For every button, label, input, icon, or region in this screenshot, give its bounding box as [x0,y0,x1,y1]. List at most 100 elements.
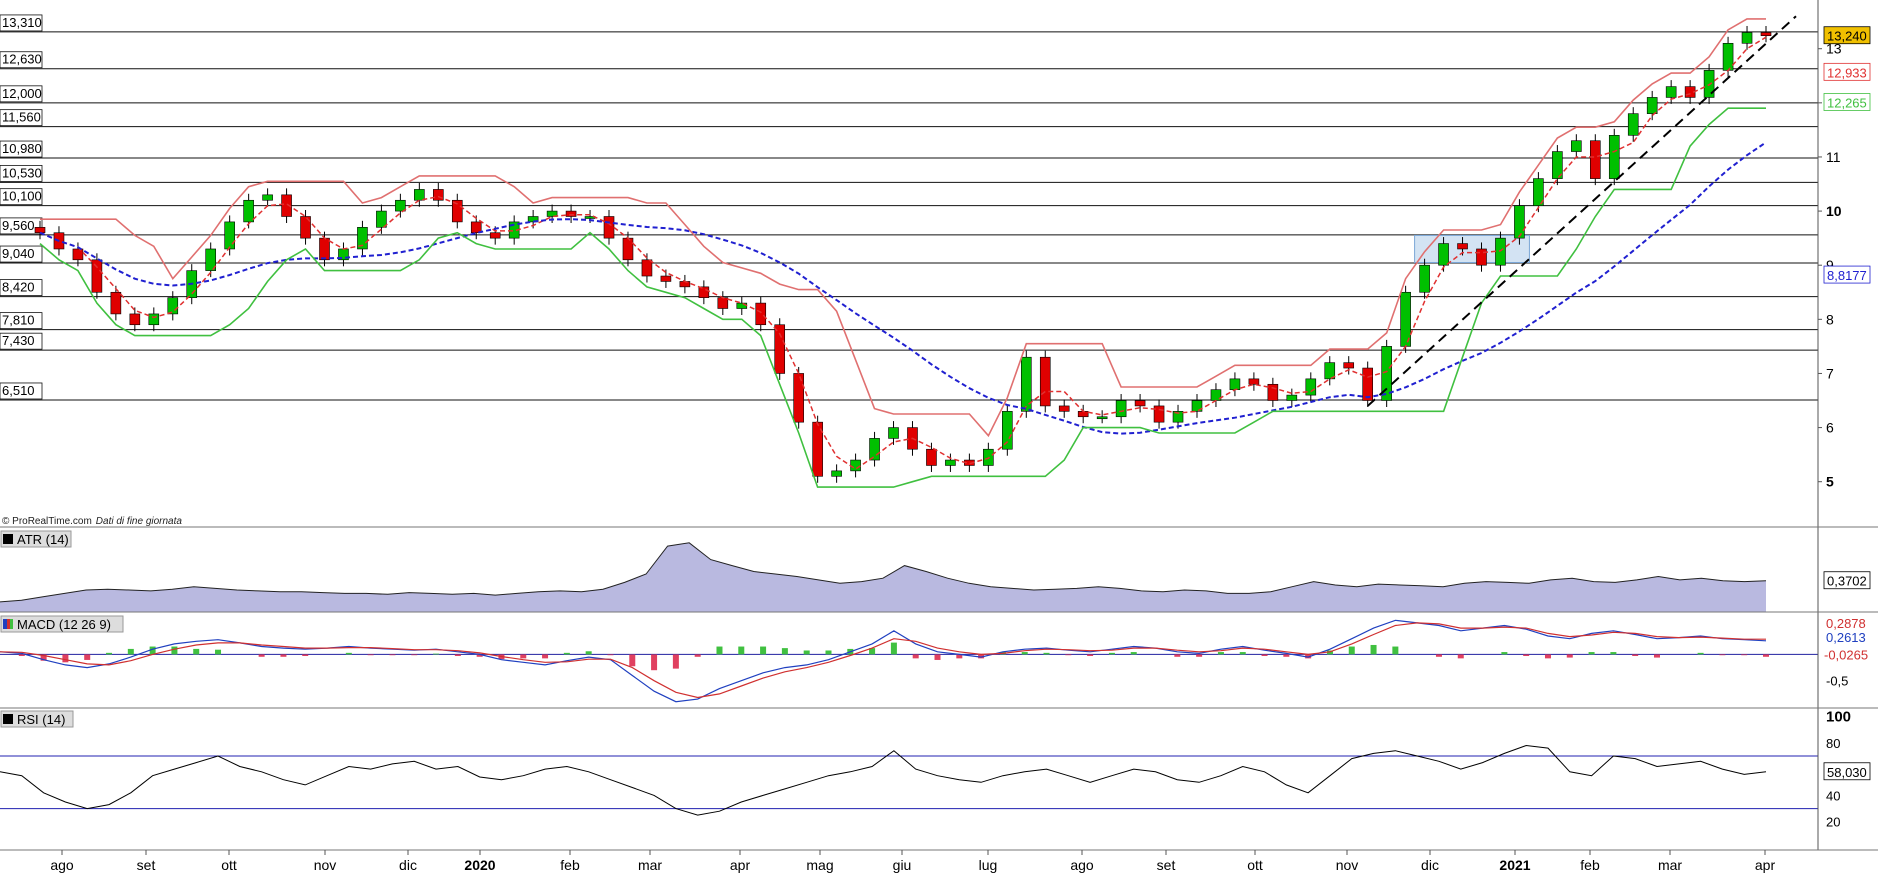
x-tick-label: mar [638,857,662,873]
macd-histogram-bar [1021,652,1028,655]
macd-line [0,619,1767,703]
rsi-swatch [3,714,13,724]
rsi-y-tick-label: 40 [1826,788,1840,803]
attribution: © ProRealTime.com Dati di fine giornata [2,516,182,527]
y-tick-label: 9 [1826,257,1834,273]
atr-title: ATR (14) [17,532,69,547]
rsi-value: 58,030 [1827,765,1867,780]
candle-body [281,194,292,217]
macd-histogram-bar [389,654,396,656]
candle-body [1722,42,1734,71]
x-tick-label: giu [893,857,912,873]
macd-histogram-bar [563,652,570,655]
stop-upper-line [40,18,1766,438]
x-tick-label: lug [979,857,998,873]
macd-histogram-bar [1653,654,1660,658]
macd-value-3: -0,0265 [1824,647,1868,662]
macd-histogram-bar [1130,652,1137,655]
macd-histogram-bar [825,650,832,655]
macd-histogram-bar [629,654,636,667]
level-label-box [0,51,43,69]
macd-histogram-bar [542,654,549,659]
last-price-label: 13,240 [1827,29,1867,44]
level-label-box [0,188,43,206]
y-tick-label: 8 [1826,311,1834,327]
rsi-y-tick-label: 20 [1826,815,1840,830]
macd-histogram-bar [1435,654,1442,657]
x-tick-label: apr [1755,857,1776,873]
macd-histogram-bar [62,654,69,663]
level-label: 12,630 [2,52,42,67]
candle-body [1020,356,1032,412]
macd-histogram-bar [1392,646,1399,655]
candle-body [1286,394,1298,401]
candle-body [1134,400,1146,407]
macd-histogram-bar [171,646,178,655]
y-tick-label: 10 [1826,203,1842,219]
candle-body [622,237,634,261]
level-label: 10,100 [2,189,42,204]
rsi-y-tick-label: 100 [1826,709,1851,726]
x-tick-label: ott [221,857,237,873]
y-tick-label: 11 [1826,149,1841,165]
x-tick-label: nov [1336,857,1359,873]
macd-title-box [0,615,124,633]
macd-histogram-bar [869,648,876,655]
candle-body [1362,367,1373,401]
candle-body [774,324,786,374]
macd-histogram-bar [1523,654,1530,657]
candle-body [660,275,672,282]
candle-body [167,297,179,315]
level-label: 9,560 [2,218,35,233]
macd-histogram-bar [1741,654,1748,656]
level-label: 13,310 [2,15,42,30]
level-label-box [0,85,43,103]
level-label-box [0,140,43,158]
macd-histogram-bar [956,654,963,659]
macd-histogram-bar [345,652,352,655]
atr-swatch [3,534,13,544]
level-label-box [0,245,43,263]
macd-swatch-1 [3,619,7,629]
x-tick-label: ago [1070,857,1094,873]
macd-histogram-bar [1043,652,1050,655]
candle-body [1665,86,1677,98]
level-label-box [0,14,43,32]
atr-value: 0,3702 [1827,574,1867,589]
rsi-panel: RSI (14)1008060402058,030 [0,709,1871,830]
candle-body [1438,243,1449,266]
level-label: 7,810 [2,313,35,328]
level-label: 10,530 [2,165,42,180]
x-tick-label: ago [50,857,74,873]
macd-histogram-bar [1610,652,1617,655]
candle-body [1419,264,1430,293]
rsi-title: RSI (14) [17,712,65,727]
rsi-value-box [1823,762,1871,781]
macd-histogram-bar [738,646,745,655]
macd-histogram-bar [890,642,897,655]
x-tick-label: dic [1421,857,1439,873]
macd-histogram-bar [803,650,810,655]
candle-body [1476,248,1487,266]
macd-histogram-bar [607,654,614,656]
ma-long-value: 8,8177 [1827,268,1867,283]
macd-histogram-bar [367,654,374,656]
macd-histogram-bar [476,654,483,657]
candle-body [1229,378,1241,390]
level-label: 10,980 [2,141,42,156]
candle-body [1248,378,1260,385]
candle-body [1039,356,1051,407]
x-tick-label: set [1157,857,1176,873]
candle-body [1172,411,1184,423]
macd-histogram-bar [280,654,287,657]
macd-histogram-bar [84,654,91,660]
ma-long-value-box [1823,265,1871,284]
candle-body [755,302,767,326]
candle-body [1552,151,1563,179]
candle-body [414,189,425,201]
macd-y-tick-label: -0,5 [1826,674,1848,689]
macd-histogram-bar [149,646,156,655]
macd-histogram-bar [1174,654,1181,657]
